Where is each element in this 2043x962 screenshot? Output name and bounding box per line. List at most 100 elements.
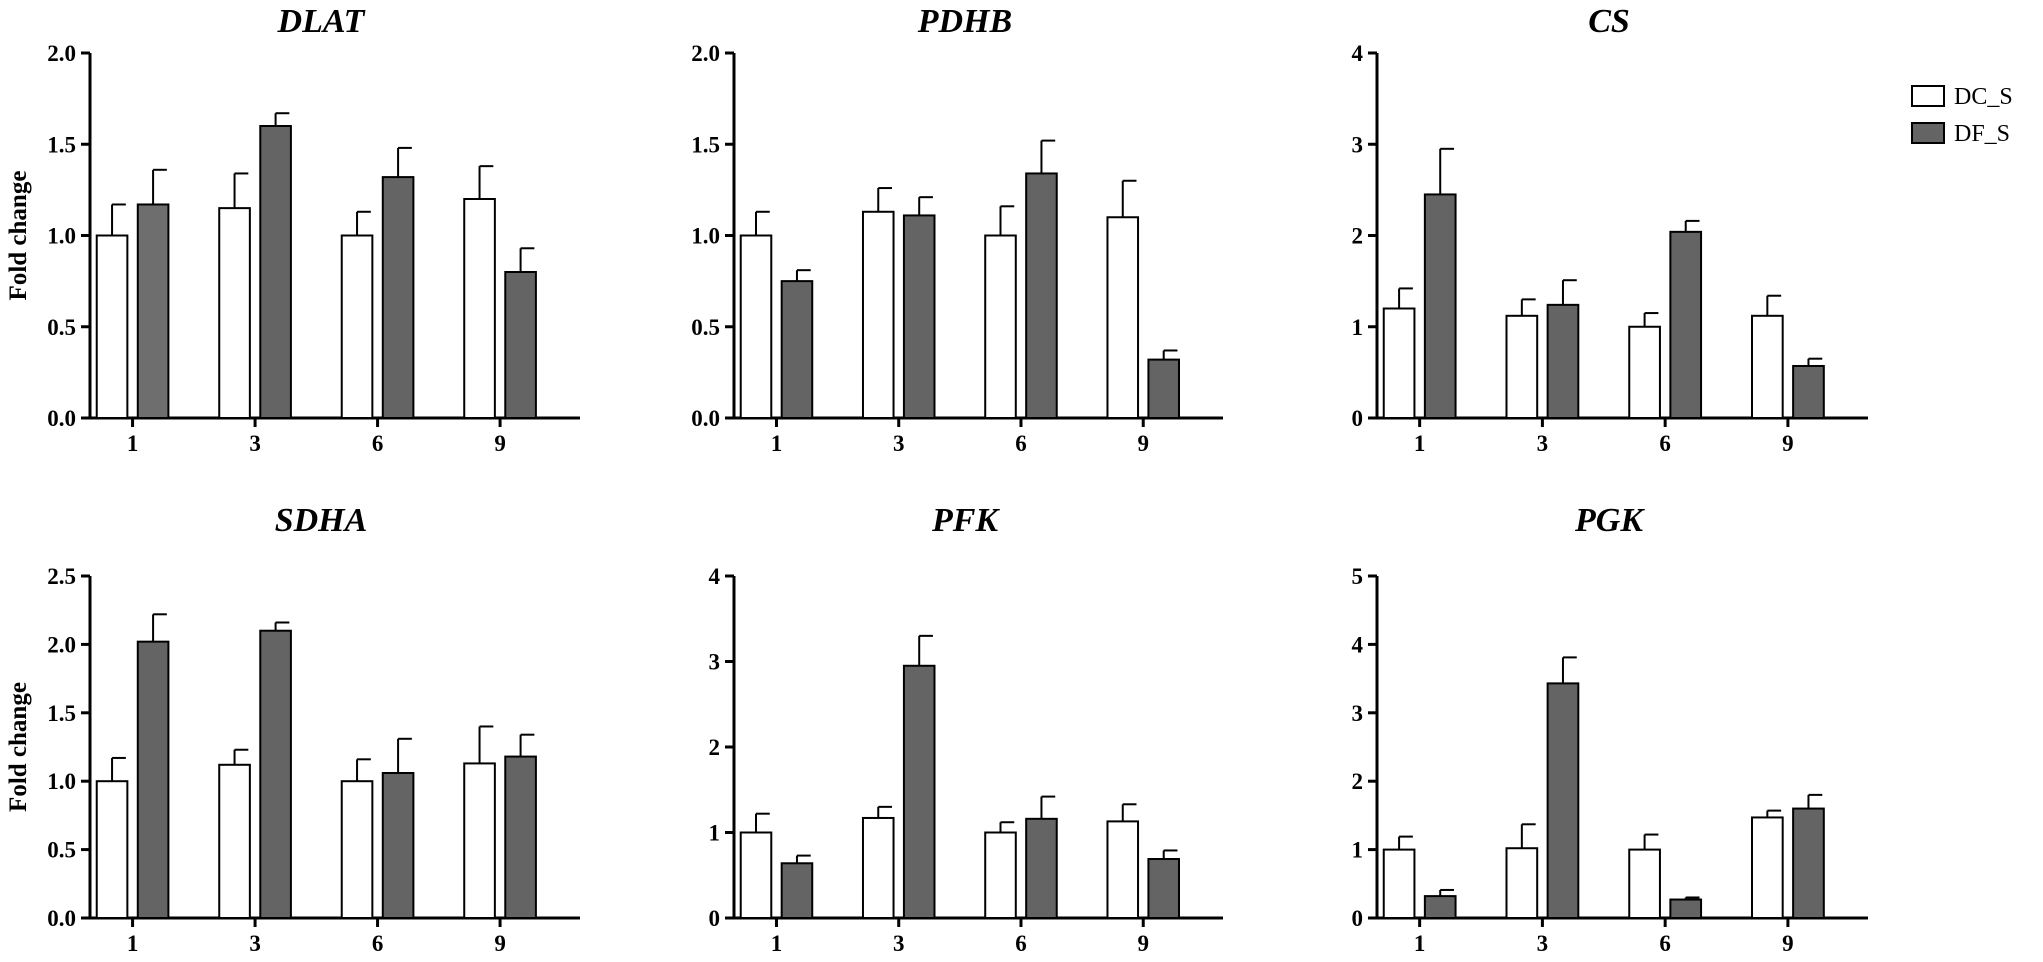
bar-df-s-3 [259,125,292,419]
chart-title: CS [1588,3,1630,40]
legend-label-dc-s: DC_S [1954,84,2013,110]
x-tick-label: 3 [1537,431,1549,456]
x-tick-label: 9 [1782,931,1794,956]
y-tick-label: 1 [1352,315,1364,340]
chart-panel-dlat: DLAT Fold change 0.0 0.5 1.0 1.5 2.0 1 3 6 9 [5,3,580,456]
bar-df-s-9 [1792,807,1825,919]
bar-df-s-6 [381,771,415,919]
y-tick-label: 1 [709,821,721,846]
y-tick-label: 0.0 [47,406,76,431]
x-tick-label: 1 [771,431,783,456]
y-tick-label: 2.0 [47,41,76,66]
bar-df-s-9 [504,755,537,919]
bar-dc-s-1 [1382,307,1416,419]
y-tick-label: 2.0 [47,632,76,657]
legend-swatch-dc-s [1911,85,1945,107]
y-tick-label: 0 [709,906,721,931]
y-tick-label: 3 [1352,701,1364,726]
bar-dc-s-9 [463,198,496,419]
y-tick-label: 1.0 [47,769,76,794]
y-tick-label: 0.5 [691,315,720,340]
bar-dc-s-6 [984,831,1017,919]
y-axis-label: Fold change [5,171,32,301]
chart-title: SDHA [275,502,368,539]
bar-df-s-6 [1669,230,1703,419]
y-tick-label: 4 [1352,632,1364,657]
bar-df-s-6 [1669,898,1703,919]
bar-dc-s-3 [218,763,251,919]
bar-dc-s-3 [861,210,895,419]
x-tick-label: 3 [249,431,261,456]
bar-df-s-6 [1025,172,1058,419]
bar-dc-s-6 [340,234,374,419]
x-tick-label: 9 [494,431,506,456]
y-tick-label: 0.0 [691,406,720,431]
y-tick-label: 2.5 [47,564,76,589]
bar-df-s-3 [902,664,936,920]
bar-df-s-6 [1025,817,1058,920]
bar-dc-s-3 [1505,847,1539,919]
chart-title: PFK [931,502,1000,539]
x-tick-label: 6 [1015,431,1027,456]
y-axis-label: Fold change [5,682,32,812]
x-tick-label: 3 [249,931,261,956]
x-tick-label: 6 [1659,931,1671,956]
x-tick-label: 9 [1137,931,1149,956]
chart-panel-pgk: PGK 0 1 2 3 4 5 1 3 6 9 [1352,502,1868,956]
legend: DC_S DF_S [1911,84,2013,147]
y-tick-label: 0 [1352,906,1364,931]
x-tick-label: 3 [893,431,905,456]
bar-df-s-1 [136,640,170,919]
legend-label-df-s: DF_S [1954,121,2010,147]
x-tick-label: 1 [1414,931,1426,956]
bar-dc-s-3 [1505,314,1539,419]
x-tick-label: 1 [771,931,783,956]
chart-panel-pfk: PFK 0 1 2 3 4 1 3 6 9 [709,502,1223,956]
bar-df-s-1 [780,862,814,920]
bar-df-s-6 [381,176,415,419]
y-tick-label: 0.0 [47,906,76,931]
y-tick-label: 0 [1352,406,1364,431]
bar-df-s-3 [1546,682,1580,919]
x-tick-label: 1 [127,431,139,456]
bar-dc-s-6 [1628,848,1661,919]
bar-dc-s-1 [95,234,129,419]
y-tick-label: 3 [709,650,721,675]
bar-dc-s-1 [739,831,773,919]
bar-dc-s-9 [1106,820,1140,920]
y-tick-label: 2 [709,735,721,760]
chart-panel-sdha: SDHA Fold change 0.0 0.5 1.0 1.5 2.0 2.5 1 3 6 9 [5,502,580,956]
x-tick-label: 6 [372,931,384,956]
x-tick-label: 9 [1782,431,1794,456]
y-tick-label: 1 [1352,838,1364,863]
y-tick-label: 1.5 [691,132,720,157]
chart-panel-pdhb: PDHB 0.0 0.5 1.0 1.5 2.0 1 3 6 9 [691,3,1223,456]
y-tick-label: 1.0 [47,224,76,249]
bar-dc-s-9 [1751,314,1784,419]
y-tick-label: 1.5 [47,701,76,726]
bar-dc-s-3 [218,207,251,419]
bar-dc-s-9 [1106,216,1140,419]
x-tick-label: 1 [1414,431,1426,456]
chart-title: PGK [1574,502,1645,539]
bar-dc-s-9 [463,762,496,920]
legend-swatch-df-s [1911,122,1945,144]
x-tick-label: 1 [127,931,139,956]
y-tick-label: 0.5 [47,315,76,340]
x-tick-label: 9 [1137,431,1149,456]
bar-df-s-1 [1423,193,1457,419]
y-tick-label: 5 [1352,564,1364,589]
bar-df-s-9 [504,271,537,419]
bar-dc-s-1 [739,234,773,419]
bar-df-s-1 [136,203,170,419]
bar-dc-s-9 [1751,816,1784,920]
chart-title: PDHB [917,3,1012,40]
x-tick-label: 6 [1659,431,1671,456]
bar-df-s-3 [902,214,936,419]
bar-dc-s-6 [340,780,374,920]
bar-df-s-9 [1147,858,1180,920]
x-tick-label: 6 [372,431,384,456]
bar-dc-s-6 [1628,325,1661,419]
bar-df-s-1 [780,280,814,419]
